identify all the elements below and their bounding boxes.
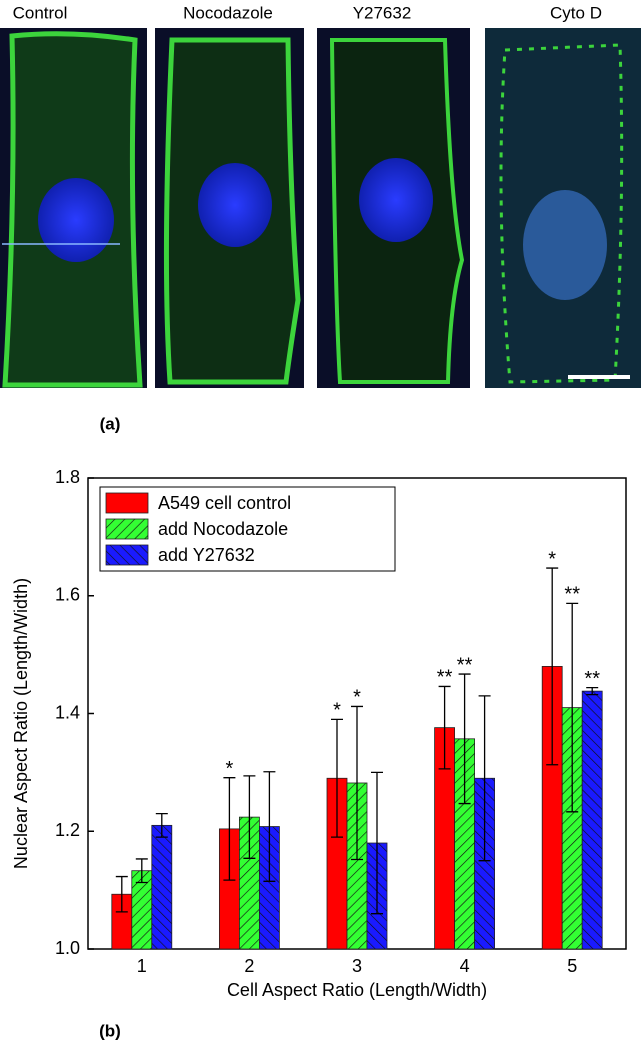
y-tick-label: 1.2 [55, 820, 80, 840]
legend-label: add Nocodazole [158, 519, 288, 539]
error-bar [546, 567, 559, 766]
bar-hatch [131, 870, 152, 949]
error-bar [566, 602, 579, 813]
bar-hatch [454, 738, 475, 949]
significance: * [548, 548, 556, 570]
nucleus [523, 190, 607, 300]
legend-box [99, 486, 396, 572]
y-axis-label: Nuclear Aspect Ratio (Length/Width) [11, 578, 31, 869]
x-tick-label: 1 [137, 956, 147, 976]
error-bar [458, 673, 471, 805]
legend-hatch [106, 519, 148, 539]
legend-swatch [105, 492, 149, 514]
significance: ** [584, 668, 600, 690]
y-tick-label: 1.4 [55, 702, 80, 722]
bar-hatch [562, 707, 583, 949]
y-tick-label: 1.6 [55, 585, 80, 605]
error-bar [478, 695, 491, 862]
error-bar [115, 875, 128, 913]
image-label: Cyto D [550, 3, 602, 22]
nucleus [359, 158, 433, 242]
x-axis-label: Cell Aspect Ratio (Length/Width) [227, 980, 487, 1000]
panel-label: (b) [99, 1021, 121, 1040]
nucleus [38, 178, 114, 262]
error-bar [351, 705, 363, 861]
error-bar [135, 858, 148, 884]
error-bar [155, 812, 168, 838]
panel-label: (a) [100, 414, 121, 433]
error-bar [586, 686, 599, 696]
legend-label: add Y27632 [158, 545, 255, 565]
x-tick-label: 5 [567, 956, 577, 976]
chart: 1.0 1.2 1.4 1.6 1.8 Nuclear Aspect Ratio (Len… [11, 467, 627, 1000]
error-bar [263, 771, 276, 882]
error-bar [331, 718, 343, 838]
error-bar [223, 777, 236, 881]
significance: ** [457, 654, 473, 676]
legend-hatch [106, 545, 148, 565]
error-bar [243, 775, 256, 859]
bar-hatch [582, 691, 603, 949]
bar-hatch [239, 817, 260, 949]
bar-hatch [474, 778, 495, 949]
y-tick-label: 1.0 [55, 938, 80, 958]
significance: * [353, 687, 361, 709]
nucleus [198, 163, 272, 247]
error-bar [371, 771, 383, 915]
bar-hatch [347, 782, 367, 949]
micrographs: Control Nocodazole Y27632 Cyto D (a) (b) [0, 3, 641, 1040]
significance: ** [437, 667, 453, 689]
image-label: Y27632 [353, 3, 412, 22]
legend-label: A549 cell control [158, 493, 291, 513]
bar-hatch [151, 825, 172, 949]
cell [499, 43, 624, 384]
image-label: Control [13, 3, 68, 22]
image-label: Nocodazole [183, 3, 273, 22]
x-tick-label: 2 [244, 956, 254, 976]
x-tick-label: 4 [460, 956, 470, 976]
error-bar [438, 685, 451, 770]
significance: ** [564, 584, 580, 606]
significance: * [333, 700, 341, 722]
x-tick-label: 3 [352, 956, 362, 976]
bar-hatch [259, 826, 280, 949]
y-tick-label: 1.8 [55, 467, 80, 487]
significance: * [226, 758, 234, 780]
